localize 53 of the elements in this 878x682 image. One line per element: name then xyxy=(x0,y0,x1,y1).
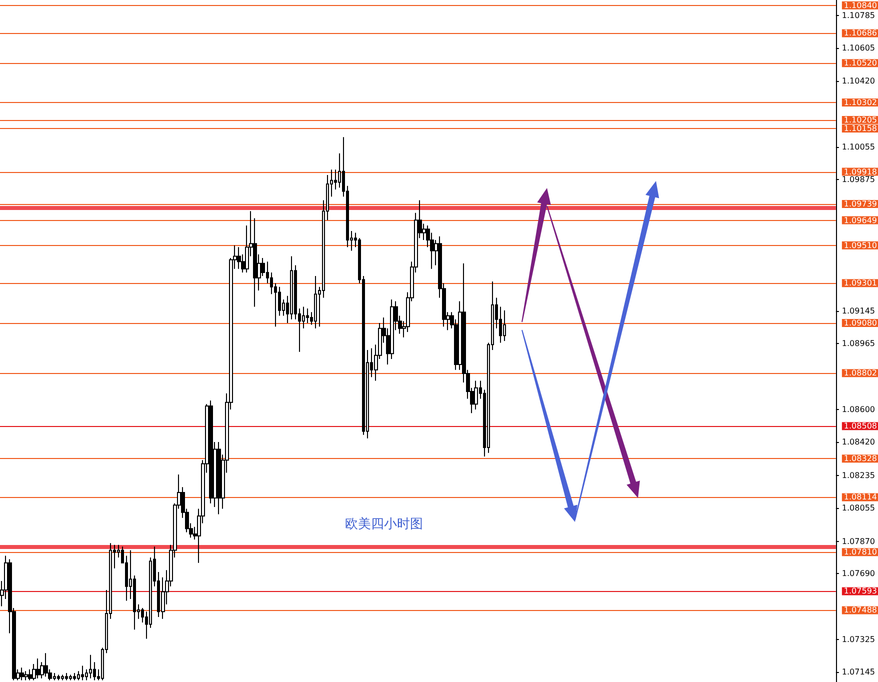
ref-line-label: 1.08508 xyxy=(844,422,878,431)
annotation: 欧美四小时图 xyxy=(345,516,423,532)
candlestick xyxy=(474,380,478,410)
candlestick xyxy=(81,665,84,681)
y-tick-label: 1.07325 xyxy=(842,635,876,644)
candlestick xyxy=(503,310,506,342)
candlestick xyxy=(73,672,76,681)
ref-line-label: 1.09739 xyxy=(844,200,878,209)
ref-line-label: 1.10302 xyxy=(844,98,878,107)
y-tick-label: 1.07690 xyxy=(842,569,876,578)
candlestick xyxy=(314,276,317,329)
ref-line-label: 1.09649 xyxy=(844,216,878,225)
candlestick xyxy=(24,670,28,681)
y-tick-label: 1.08055 xyxy=(842,503,876,512)
ref-line-label: 1.07810 xyxy=(844,548,878,557)
candlestick xyxy=(237,246,241,270)
ref-line-label: 1.08802 xyxy=(844,368,878,378)
candlestick xyxy=(217,442,221,515)
y-tick-label: 1.10055 xyxy=(842,142,876,152)
ref-line-label: 1.10158 xyxy=(844,124,878,133)
candlestick xyxy=(61,674,64,681)
ref-line-label: 1.08328 xyxy=(844,454,878,464)
y-tick-label: 1.07145 xyxy=(842,668,876,677)
y-tick-label: 1.09145 xyxy=(842,306,876,316)
ref-line-label: 1.10686 xyxy=(844,28,878,38)
y-tick-label: 1.08600 xyxy=(842,405,876,414)
y-tick-label: 1.07870 xyxy=(842,536,876,546)
candlestick xyxy=(65,672,68,681)
ref-line-label: 1.10840 xyxy=(844,0,878,10)
ref-line-label: 1.09510 xyxy=(844,240,878,250)
ref-line-label: 1.10520 xyxy=(844,58,878,68)
candlestick xyxy=(69,674,72,681)
ref-line-label: 1.08114 xyxy=(844,492,878,502)
y-tick-label: 1.08235 xyxy=(842,470,876,480)
candlestick xyxy=(57,674,60,681)
y-tick-label: 1.08420 xyxy=(842,438,876,447)
ref-line-label: 1.10205 xyxy=(844,115,878,124)
y-tick-label: 1.10785 xyxy=(842,10,876,20)
y-tick-label: 1.10420 xyxy=(842,76,876,86)
candlestick xyxy=(20,667,24,681)
candlestick xyxy=(89,654,92,679)
candlestick xyxy=(36,658,40,679)
y-tick-label: 1.09875 xyxy=(842,175,876,184)
candlestick xyxy=(209,400,213,504)
candlestick xyxy=(44,652,48,678)
ref-line-label: 1.09301 xyxy=(844,278,878,288)
y-tick-label: 1.08965 xyxy=(842,339,876,348)
ref-line-label: 1.09080 xyxy=(844,318,878,328)
candlestick xyxy=(290,256,293,320)
ref-line-label: 1.09918 xyxy=(844,167,878,176)
ref-line-label: 1.07488 xyxy=(844,606,878,615)
y-tick-label: 1.10605 xyxy=(842,43,876,52)
ref-line-label: 1.07593 xyxy=(844,586,878,596)
